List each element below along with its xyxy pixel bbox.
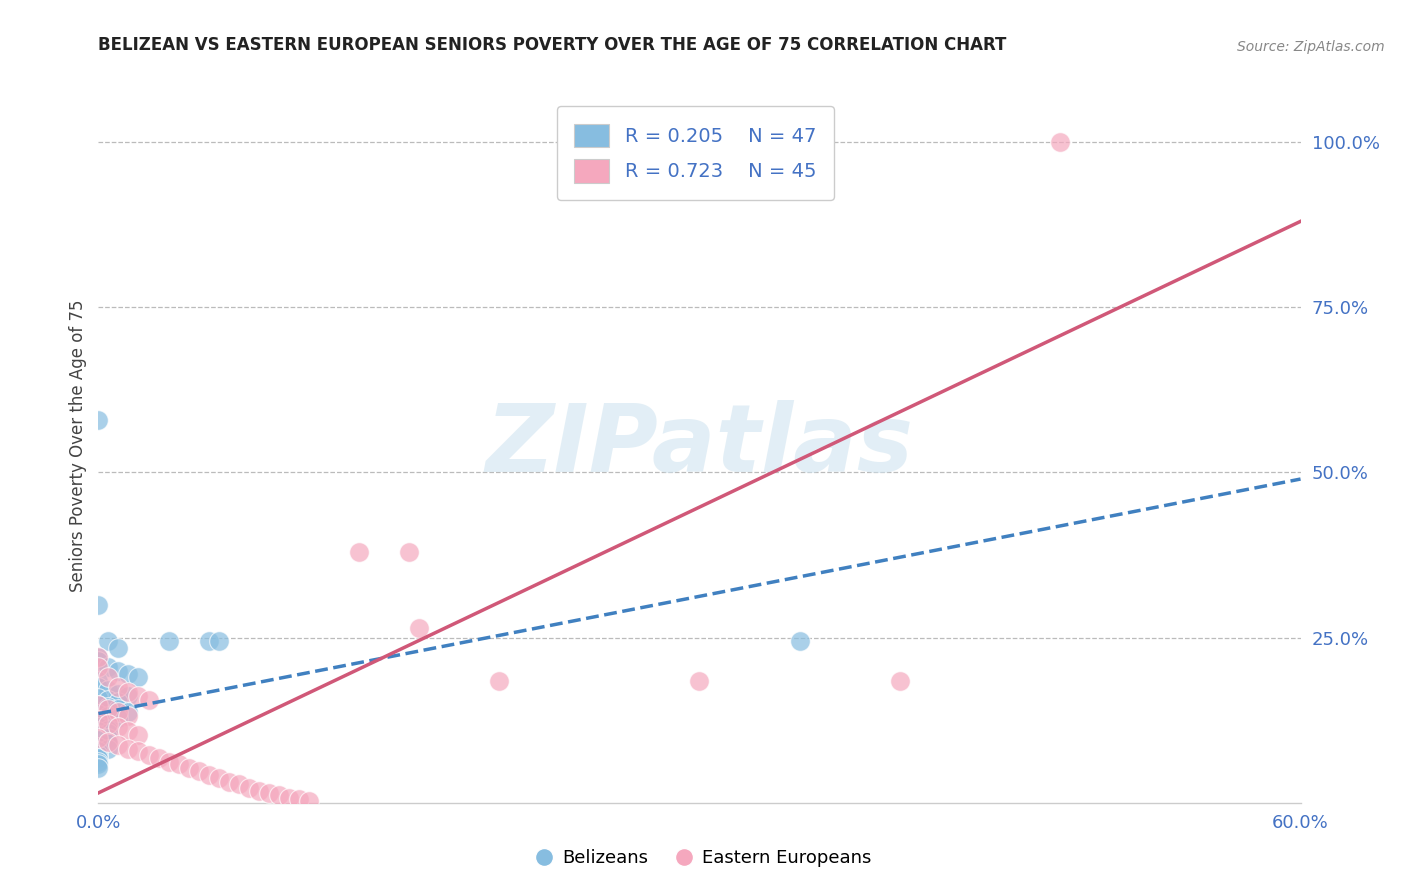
Point bbox=[277, 790, 299, 805]
Point bbox=[197, 768, 219, 782]
Point bbox=[87, 748, 110, 763]
Point bbox=[488, 673, 510, 688]
Point bbox=[107, 687, 129, 701]
Point bbox=[228, 777, 250, 791]
Point bbox=[97, 634, 120, 648]
Point bbox=[97, 702, 120, 716]
Point bbox=[87, 650, 110, 665]
Point bbox=[97, 693, 120, 707]
Point bbox=[157, 755, 180, 769]
Point bbox=[117, 689, 139, 703]
Point bbox=[138, 693, 160, 707]
Point bbox=[117, 741, 139, 756]
Point bbox=[107, 640, 129, 655]
Text: ZIPatlas: ZIPatlas bbox=[485, 400, 914, 492]
Point bbox=[87, 728, 110, 742]
Point bbox=[97, 683, 120, 698]
Point bbox=[107, 702, 129, 716]
Point bbox=[197, 634, 219, 648]
Point bbox=[208, 634, 231, 648]
Point bbox=[87, 673, 110, 688]
Legend: R = 0.205    N = 47, R = 0.723    N = 45: R = 0.205 N = 47, R = 0.723 N = 45 bbox=[557, 106, 834, 200]
Point bbox=[87, 650, 110, 665]
Point bbox=[117, 685, 139, 699]
Point bbox=[87, 755, 110, 769]
Point bbox=[87, 739, 110, 754]
Point bbox=[97, 741, 120, 756]
Point bbox=[87, 713, 110, 727]
Point bbox=[177, 761, 200, 775]
Legend: Belizeans, Eastern Europeans: Belizeans, Eastern Europeans bbox=[527, 842, 879, 874]
Point bbox=[97, 716, 120, 731]
Point bbox=[128, 670, 150, 684]
Point bbox=[347, 545, 370, 559]
Point bbox=[117, 667, 139, 681]
Point bbox=[148, 751, 170, 765]
Point bbox=[257, 786, 280, 800]
Point bbox=[398, 545, 420, 559]
Point bbox=[288, 792, 311, 806]
Point bbox=[157, 634, 180, 648]
Point bbox=[87, 706, 110, 721]
Point bbox=[218, 774, 240, 789]
Point bbox=[97, 670, 120, 684]
Point bbox=[1049, 135, 1071, 149]
Point bbox=[97, 723, 120, 738]
Point bbox=[97, 716, 120, 731]
Point bbox=[128, 728, 150, 742]
Point bbox=[97, 735, 120, 749]
Point bbox=[97, 726, 120, 740]
Point bbox=[128, 689, 150, 703]
Point bbox=[107, 664, 129, 678]
Point bbox=[87, 761, 110, 775]
Point bbox=[187, 764, 209, 778]
Point bbox=[688, 673, 710, 688]
Point bbox=[167, 757, 190, 772]
Point bbox=[138, 748, 160, 763]
Point bbox=[107, 695, 129, 709]
Point bbox=[87, 757, 110, 772]
Point bbox=[97, 660, 120, 674]
Point bbox=[97, 708, 120, 723]
Point bbox=[107, 705, 129, 719]
Point bbox=[238, 781, 260, 796]
Point bbox=[87, 412, 110, 426]
Point bbox=[128, 744, 150, 758]
Point bbox=[87, 720, 110, 734]
Point bbox=[97, 736, 120, 750]
Point bbox=[107, 720, 129, 734]
Point bbox=[117, 724, 139, 739]
Point bbox=[117, 708, 139, 723]
Point bbox=[87, 733, 110, 747]
Text: Source: ZipAtlas.com: Source: ZipAtlas.com bbox=[1237, 39, 1385, 54]
Y-axis label: Seniors Poverty Over the Age of 75: Seniors Poverty Over the Age of 75 bbox=[69, 300, 87, 592]
Point bbox=[87, 691, 110, 706]
Point bbox=[208, 771, 231, 785]
Point bbox=[87, 660, 110, 674]
Point bbox=[87, 713, 110, 727]
Point bbox=[889, 673, 911, 688]
Point bbox=[87, 698, 110, 712]
Point bbox=[107, 680, 129, 694]
Point bbox=[107, 711, 129, 725]
Point bbox=[87, 744, 110, 758]
Point bbox=[408, 621, 430, 635]
Point bbox=[87, 724, 110, 739]
Point bbox=[117, 705, 139, 719]
Point bbox=[87, 598, 110, 612]
Point bbox=[298, 795, 321, 809]
Point bbox=[97, 700, 120, 714]
Point bbox=[789, 634, 811, 648]
Point bbox=[97, 731, 120, 745]
Point bbox=[87, 751, 110, 765]
Point bbox=[87, 698, 110, 712]
Point bbox=[87, 680, 110, 694]
Text: BELIZEAN VS EASTERN EUROPEAN SENIORS POVERTY OVER THE AGE OF 75 CORRELATION CHAR: BELIZEAN VS EASTERN EUROPEAN SENIORS POV… bbox=[98, 36, 1007, 54]
Point bbox=[87, 654, 110, 668]
Point bbox=[87, 731, 110, 745]
Point bbox=[247, 784, 270, 798]
Point bbox=[107, 738, 129, 752]
Point bbox=[267, 788, 290, 802]
